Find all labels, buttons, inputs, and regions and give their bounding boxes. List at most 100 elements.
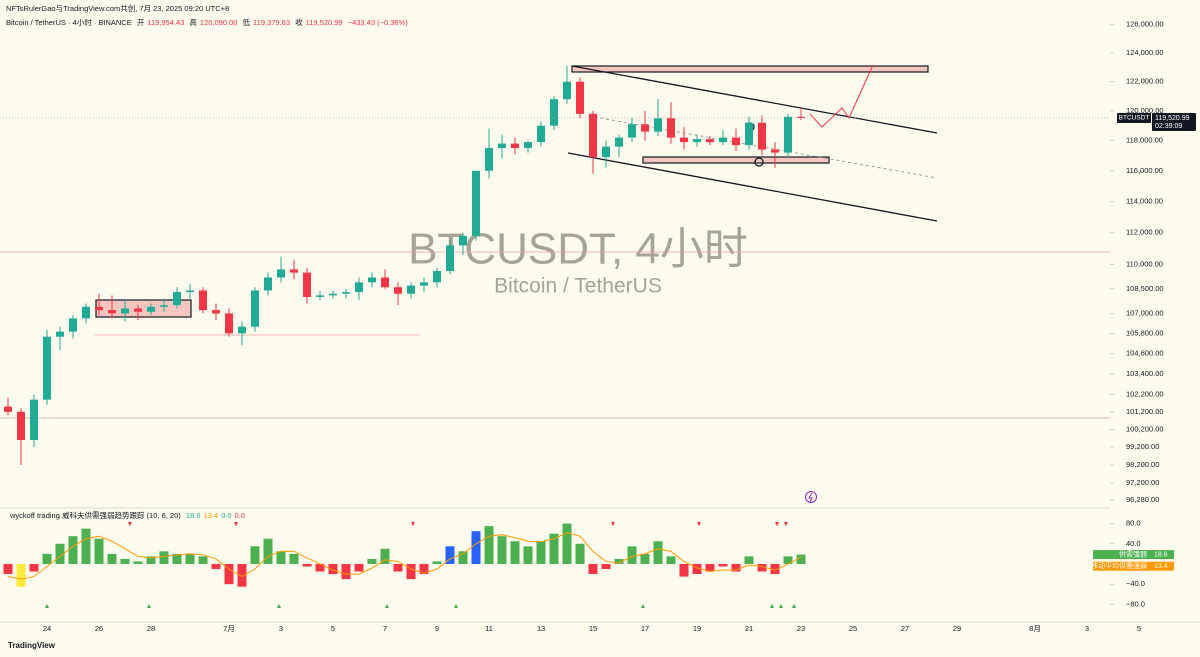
candle-body (628, 124, 636, 138)
y-tick-label: 103,400.00 (1126, 369, 1164, 378)
x-tick-label: 21 (745, 624, 753, 633)
channel-line (567, 152, 938, 222)
y-tick-label: 114,000.00 (1126, 196, 1163, 205)
y-tick-label: 100,200.00 (1126, 424, 1164, 433)
indicator-bar (718, 563, 728, 567)
candle-body (511, 143, 519, 149)
candle-body (303, 272, 311, 297)
indicator-bar (42, 553, 52, 564)
candle-body (459, 235, 467, 246)
indicator-bar (172, 553, 182, 564)
indicator-bar (29, 563, 39, 572)
candle-body (290, 269, 298, 273)
indicator-bar (380, 548, 390, 564)
candle-body (56, 331, 64, 337)
watermark-title: BTCUSDT, 4小时 (408, 225, 748, 274)
moving-average-line (7, 532, 802, 580)
candle-body (667, 118, 675, 138)
candle-body (693, 139, 701, 143)
candle-body (173, 292, 181, 306)
indicator-bar (3, 563, 13, 575)
candle-body (498, 143, 506, 149)
indicator-bar (354, 563, 364, 572)
candle-body (225, 313, 233, 334)
indicator-bar (263, 538, 273, 564)
indicator-bars (3, 523, 806, 587)
sell-marker: ▼ (233, 521, 240, 528)
value-tag (1150, 550, 1174, 560)
y-tick-label: 116,000.00 (1126, 166, 1163, 175)
x-tick-label: 7 (383, 624, 387, 633)
candle-body (797, 116, 805, 118)
alert-icon-bolt (808, 492, 813, 503)
candle-body (485, 148, 493, 171)
y-tick-label: 110,000.00 (1126, 260, 1163, 269)
indicator-y-tick-label: −80.0 (1126, 599, 1145, 608)
x-tick-label: 23 (797, 624, 805, 633)
candle-body (680, 137, 688, 143)
candle-body (472, 170, 480, 236)
indicator-bar (601, 563, 611, 570)
sell-marker: ▼ (783, 521, 790, 528)
y-tick-label: 124,000.00 (1126, 48, 1164, 57)
indicator-bar (497, 536, 507, 564)
x-tick-label: 7月 (223, 624, 235, 633)
buy-marker: ▲ (769, 603, 776, 610)
buy-marker: ▲ (276, 603, 283, 610)
indicator-bar (367, 558, 377, 564)
ohlc-value: 119,520.99 (305, 18, 343, 27)
x-tick-label: 19 (693, 624, 701, 633)
indicator-legend-value: 18.6 (185, 511, 201, 520)
y-tick-label: 108,500.00 (1126, 284, 1164, 293)
symbol-tag-text: BTCUSDT (1119, 115, 1150, 122)
ohlc-label: 高 (189, 18, 197, 27)
candle-body (4, 406, 12, 412)
x-tick-label: 26 (95, 624, 103, 633)
x-tick-label: 3 (279, 624, 283, 633)
circle-marker (754, 157, 764, 167)
candle-body (238, 326, 246, 334)
candle-body (719, 137, 727, 143)
y-tick-label: 107,000.00 (1126, 308, 1164, 317)
y-tick-label: 126,000.00 (1126, 20, 1164, 29)
y-tick-label: 102,200.00 (1126, 389, 1164, 398)
candle-body (706, 139, 714, 143)
value-tag (1093, 550, 1150, 560)
candle-body (160, 305, 168, 307)
ohlc-value: 119,954.43 (147, 18, 185, 27)
indicator-header: wyckoff trading 威科夫供需强弱趋势跟踪 (10, 6, 20) … (10, 510, 251, 521)
symbol-line: Bitcoin / TetherUS · 4小时 · BINANCE (6, 18, 132, 27)
value-tag-name: 供需强弱 (1119, 549, 1147, 558)
candle-body (771, 149, 779, 153)
indicator-bar (198, 556, 208, 564)
candle-body (641, 124, 649, 132)
candle-body (524, 142, 532, 149)
candle-body (784, 116, 792, 153)
y-tick-label: 97,200.00 (1126, 478, 1159, 487)
candle-body (186, 290, 194, 293)
x-tick-label: 24 (43, 624, 51, 633)
y-tick-label: 122,000.00 (1126, 77, 1164, 86)
indicator-bar (653, 541, 663, 564)
x-tick-label: 29 (953, 624, 961, 633)
x-tick-label: 8月 (1029, 624, 1041, 633)
indicator-bar (575, 543, 585, 564)
buy-marker: ▲ (453, 603, 460, 610)
change: −433.43 (−0.36%) (347, 18, 408, 27)
candle-body (342, 292, 350, 294)
x-tick-label: 9 (435, 624, 439, 633)
y-tick-label: 99,200.00 (1126, 442, 1159, 451)
value-tag (1150, 561, 1174, 571)
indicator-bar (731, 563, 741, 572)
indicator-bar (289, 553, 299, 564)
buy-marker: ▲ (791, 603, 798, 610)
indicator-bar (627, 546, 637, 564)
ohlc-label: 收 (295, 18, 303, 27)
indicator-bar (588, 563, 598, 575)
ohlc-value: 120,090.00 (199, 18, 238, 27)
candle-body (602, 146, 610, 158)
x-tick-label: 17 (641, 624, 649, 633)
indicator-legend-value: 13.4 (203, 511, 219, 520)
indicator-bar (315, 563, 325, 572)
indicator-legend: 18.6 13.4 0.0 0.0 (186, 511, 248, 520)
